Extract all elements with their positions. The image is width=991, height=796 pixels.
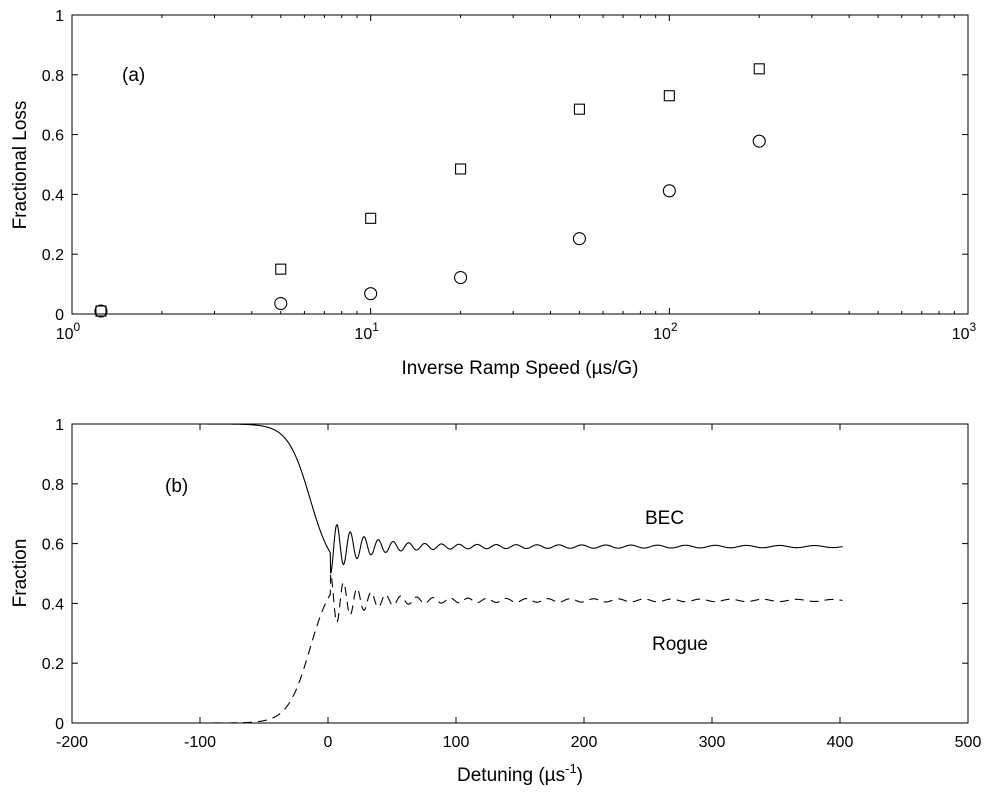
panel-a-y-tick-label: 0.2 — [42, 247, 64, 264]
panel-b-x-tick-label: 100 — [443, 734, 470, 751]
panel-b-y-tick-label: 0.4 — [42, 596, 64, 613]
bec-label: BEC — [645, 508, 684, 529]
circle-marker — [572, 232, 586, 246]
square-marker — [455, 163, 467, 175]
panel-b-x-axis-label: Detuning (µs-1) — [457, 761, 583, 786]
panel-b: 00.20.40.60.81 -200 -100 0 100 200 300 400 500 … — [10, 417, 981, 786]
panel-a-markers — [94, 63, 766, 318]
square-marker — [275, 263, 287, 275]
circle-marker — [752, 134, 766, 148]
panel-b-y-tick-label: 1 — [55, 417, 64, 434]
panel-b-y-axis-label: Fraction — [10, 539, 31, 608]
panel-b-y-tick-label: 0 — [55, 716, 64, 733]
circle-marker — [364, 287, 378, 301]
panel-b-x-tick-label: -100 — [184, 734, 216, 751]
panel-a: 0 0.2 0.4 0.6 0.8 1 100 101 102 103 (a) Inverse … — [10, 8, 977, 379]
panel-a-x-tick-label: 102 — [653, 320, 678, 343]
circle-marker — [662, 184, 676, 198]
panel-a-x-axis-label: Inverse Ramp Speed (µs/G) — [402, 358, 639, 379]
square-marker — [753, 63, 765, 75]
rogue-curve — [168, 573, 843, 724]
panel-a-y-axis-label: Fractional Loss — [10, 101, 31, 230]
panel-a-y-tick-label: 0.8 — [42, 68, 64, 85]
panel-a-x-tick-label: 101 — [354, 320, 379, 343]
panel-b-x-tick-label: -200 — [56, 734, 88, 751]
circle-marker — [454, 270, 468, 285]
panel-b-x-tick-label: 500 — [955, 734, 982, 751]
panel-a-y-ticks: 0 0.2 0.4 0.6 0.8 1 — [42, 8, 968, 324]
panel-a-x-tick-label: 103 — [952, 320, 977, 343]
panel-a-plot-frame — [71, 14, 969, 315]
panel-b-y-ticks: 0 0.2 0.4 0.6 0.8 1 — [42, 417, 968, 733]
panel-b-x-tick-label: 400 — [827, 734, 854, 751]
panel-b-x-ticks: -200 -100 0 100 200 300 400 500 — [56, 424, 981, 751]
panel-b-x-tick-label: 0 — [324, 734, 333, 751]
panel-b-y-tick-label: 0.6 — [42, 537, 64, 554]
panel-a-x-tick-label: 100 — [56, 320, 81, 343]
panel-a-y-tick-label: 1 — [55, 8, 64, 25]
panel-b-y-tick-label: 0.2 — [42, 656, 64, 673]
panel-b-plot-frame — [71, 423, 969, 724]
panel-b-y-tick-label: 0.8 — [42, 477, 64, 494]
rogue-label: Rogue — [652, 634, 708, 655]
panel-a-x-ticks: 100 101 102 103 — [56, 15, 977, 343]
panel-a-annotation: (a) — [122, 65, 145, 86]
panel-b-annotation: (b) — [165, 476, 188, 497]
square-marker — [663, 90, 675, 102]
panel-b-x-tick-label: 200 — [571, 734, 598, 751]
square-marker — [365, 212, 377, 224]
panel-a-y-tick-label: 0 — [55, 307, 64, 324]
panel-b-x-tick-label: 300 — [699, 734, 726, 751]
bec-curve — [168, 423, 843, 574]
panel-a-y-tick-label: 0.4 — [42, 187, 64, 204]
square-marker — [95, 305, 107, 317]
panel-a-y-tick-label: 0.6 — [42, 128, 64, 145]
circle-marker — [94, 304, 108, 318]
circle-marker — [274, 296, 288, 311]
square-marker — [573, 103, 585, 115]
